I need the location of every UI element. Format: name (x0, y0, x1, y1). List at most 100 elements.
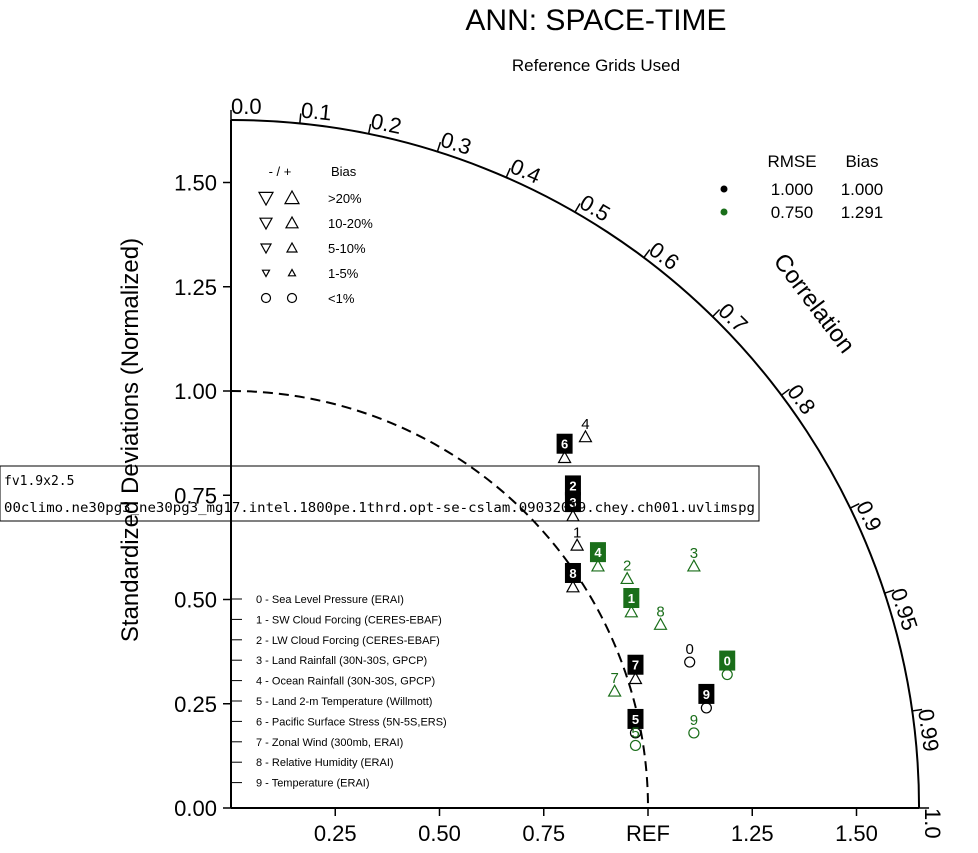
variable-legend-item: 4 - Ocean Rainfall (30N-30S, GPCP) (256, 676, 435, 688)
diagram-axes (230, 118, 921, 809)
data-point-label-box (698, 683, 715, 704)
data-point-marker (686, 558, 701, 572)
data-point-label: 4 (581, 416, 589, 433)
data-point-label: 6 (561, 437, 568, 452)
bias-legend-label: 5-10% (328, 241, 366, 256)
corr-tick-label: 0.3 (438, 127, 475, 160)
bias-legend-label: 1-5% (328, 266, 359, 281)
corr-tick-label: 0.2 (369, 108, 404, 139)
variable-legend-item: 5 - Land 2-m Temperature (Willmott) (256, 696, 432, 708)
correlation-arc (230, 118, 921, 809)
data-point-label: 9 (690, 712, 698, 729)
bias-minus-marker (257, 191, 275, 207)
variable-legend-item: 6 - Pacific Surface Stress (5N-5S,ERS) (256, 716, 447, 728)
x-tick-label: 0.75 (522, 821, 565, 846)
corr-tick-mark (912, 708, 923, 712)
corr-tick-label: 0.9 (851, 497, 887, 535)
corr-tick-label: 0.0 (231, 94, 262, 119)
corr-tick-label: 1.0 (920, 808, 945, 839)
data-point-marker (629, 739, 642, 752)
data-point-marker (557, 450, 572, 464)
data-point-marker (570, 538, 585, 551)
bias-plus-marker (283, 189, 301, 205)
x-tick-label: 0.50 (418, 821, 461, 846)
variable-legend-item: 9 - Temperature (ERAI) (256, 778, 370, 790)
stats-rmse-header: RMSE (767, 152, 816, 171)
std-tick-label: 1.25 (174, 275, 217, 300)
corr-tick-mark (367, 123, 372, 135)
corr-tick-label: 0.6 (644, 237, 683, 275)
data-point-marker (565, 579, 580, 593)
std-tick-label: 0.00 (174, 796, 217, 821)
stats-legend: RMSE Bias 1.000 1.000 0.750 1.291 (720, 152, 884, 222)
stats-dot (720, 185, 728, 193)
data-point-label-box (623, 588, 640, 609)
corr-tick-label: 0.4 (507, 154, 545, 189)
corr-tick-label: 0.8 (782, 380, 820, 419)
data-point-label: 5 (632, 712, 639, 727)
variable-legend: 0 - Sea Level Pressure (ERAI) 1 - SW Clou… (231, 594, 447, 790)
data-point-label: 5 (631, 724, 639, 741)
chart-title: ANN: SPACE-TIME (465, 4, 726, 37)
variable-legend-item: 8 - Relative Humidity (ERAI) (256, 757, 394, 769)
variable-legend-item: 1 - SW Cloud Forcing (CERES-EBAF) (256, 614, 442, 626)
data-point-label: 7 (632, 658, 639, 673)
data-point-marker (721, 668, 733, 681)
data-point-label-box (564, 562, 581, 583)
stats-dot (720, 208, 728, 216)
data-point-label: 9 (703, 687, 710, 702)
x-tick-label: 1.25 (731, 821, 774, 846)
data-point-label: 7 (610, 670, 618, 687)
std-dev-ticks: 0.00 0.25 0.50 0.75 1.00 1.25 1.50 (174, 171, 231, 821)
data-point-marker (590, 558, 605, 572)
x-tick-label: 1.50 (835, 821, 878, 846)
x-tick-label: REF (626, 821, 670, 846)
bias-minus-marker (260, 292, 272, 304)
x-axis-ticks: 0.25 0.50 0.75 REF 1.25 1.50 (314, 808, 878, 846)
data-point-label-box (564, 475, 581, 496)
corr-tick-label: 0.95 (886, 585, 923, 633)
corr-tick-mark (643, 249, 651, 259)
data-point-label: 3 (690, 545, 698, 562)
data-point-label: 8 (656, 604, 664, 621)
corr-tick-mark (884, 589, 895, 594)
bias-plus-marker (284, 215, 300, 229)
x-tick-label: 0.25 (314, 821, 357, 846)
variable-legend-item: 3 - Land Rainfall (30N-30S, GPCP) (256, 655, 427, 667)
reference-arc (230, 390, 649, 809)
corr-tick-mark (299, 113, 302, 124)
data-point-label: 2 (569, 478, 576, 493)
variable-legend-item: 0 - Sea Level Pressure (ERAI) (256, 594, 404, 606)
corr-tick-label: 0.1 (300, 98, 333, 126)
case-name-1: fv1.9x2.5 (4, 474, 74, 489)
data-point-marker (700, 702, 712, 714)
std-tick-label: 0.75 (174, 483, 217, 508)
stats-bias-value: 1.291 (841, 203, 884, 222)
variable-legend-item: 2 - LW Cloud Forcing (CERES-EBAF) (256, 635, 440, 647)
case-names-box: fv1.9x2.5 00climo.ne30pg3_ne30pg3_mg17.i… (0, 465, 760, 522)
stats-bias-header: Bias (845, 152, 878, 171)
data-point-label-box (564, 492, 581, 513)
data-point-label: 4 (594, 545, 602, 560)
data-point-marker (653, 617, 668, 630)
std-tick-label: 0.50 (174, 588, 217, 613)
data-point-marker (620, 571, 635, 585)
correlation-label: Correlation (768, 248, 860, 358)
data-point-marker (578, 429, 593, 443)
data-point-marker (624, 604, 639, 618)
bias-minus-marker (261, 269, 271, 278)
corr-tick-mark (849, 503, 860, 509)
data-point-label-box (627, 654, 644, 675)
y-axis-label: Standardized Deviations (Normalized) (117, 238, 144, 642)
data-point-label: 0 (686, 641, 694, 658)
bias-plus-marker (287, 268, 297, 277)
corr-tick-mark (712, 308, 721, 318)
data-point-label: 8 (569, 566, 576, 581)
data-point-label-box (627, 708, 644, 729)
case-name-2: 00climo.ne30pg3_ne30pg3_mg17.intel.1800p… (4, 501, 755, 516)
bias-legend: - / + Bias >20% 10-20% 5-10% 1-5% <1% (257, 164, 373, 306)
stats-rmse-value: 1.000 (771, 180, 814, 199)
data-point-label-box (589, 542, 606, 563)
corr-tick-label: 0.5 (576, 190, 615, 227)
